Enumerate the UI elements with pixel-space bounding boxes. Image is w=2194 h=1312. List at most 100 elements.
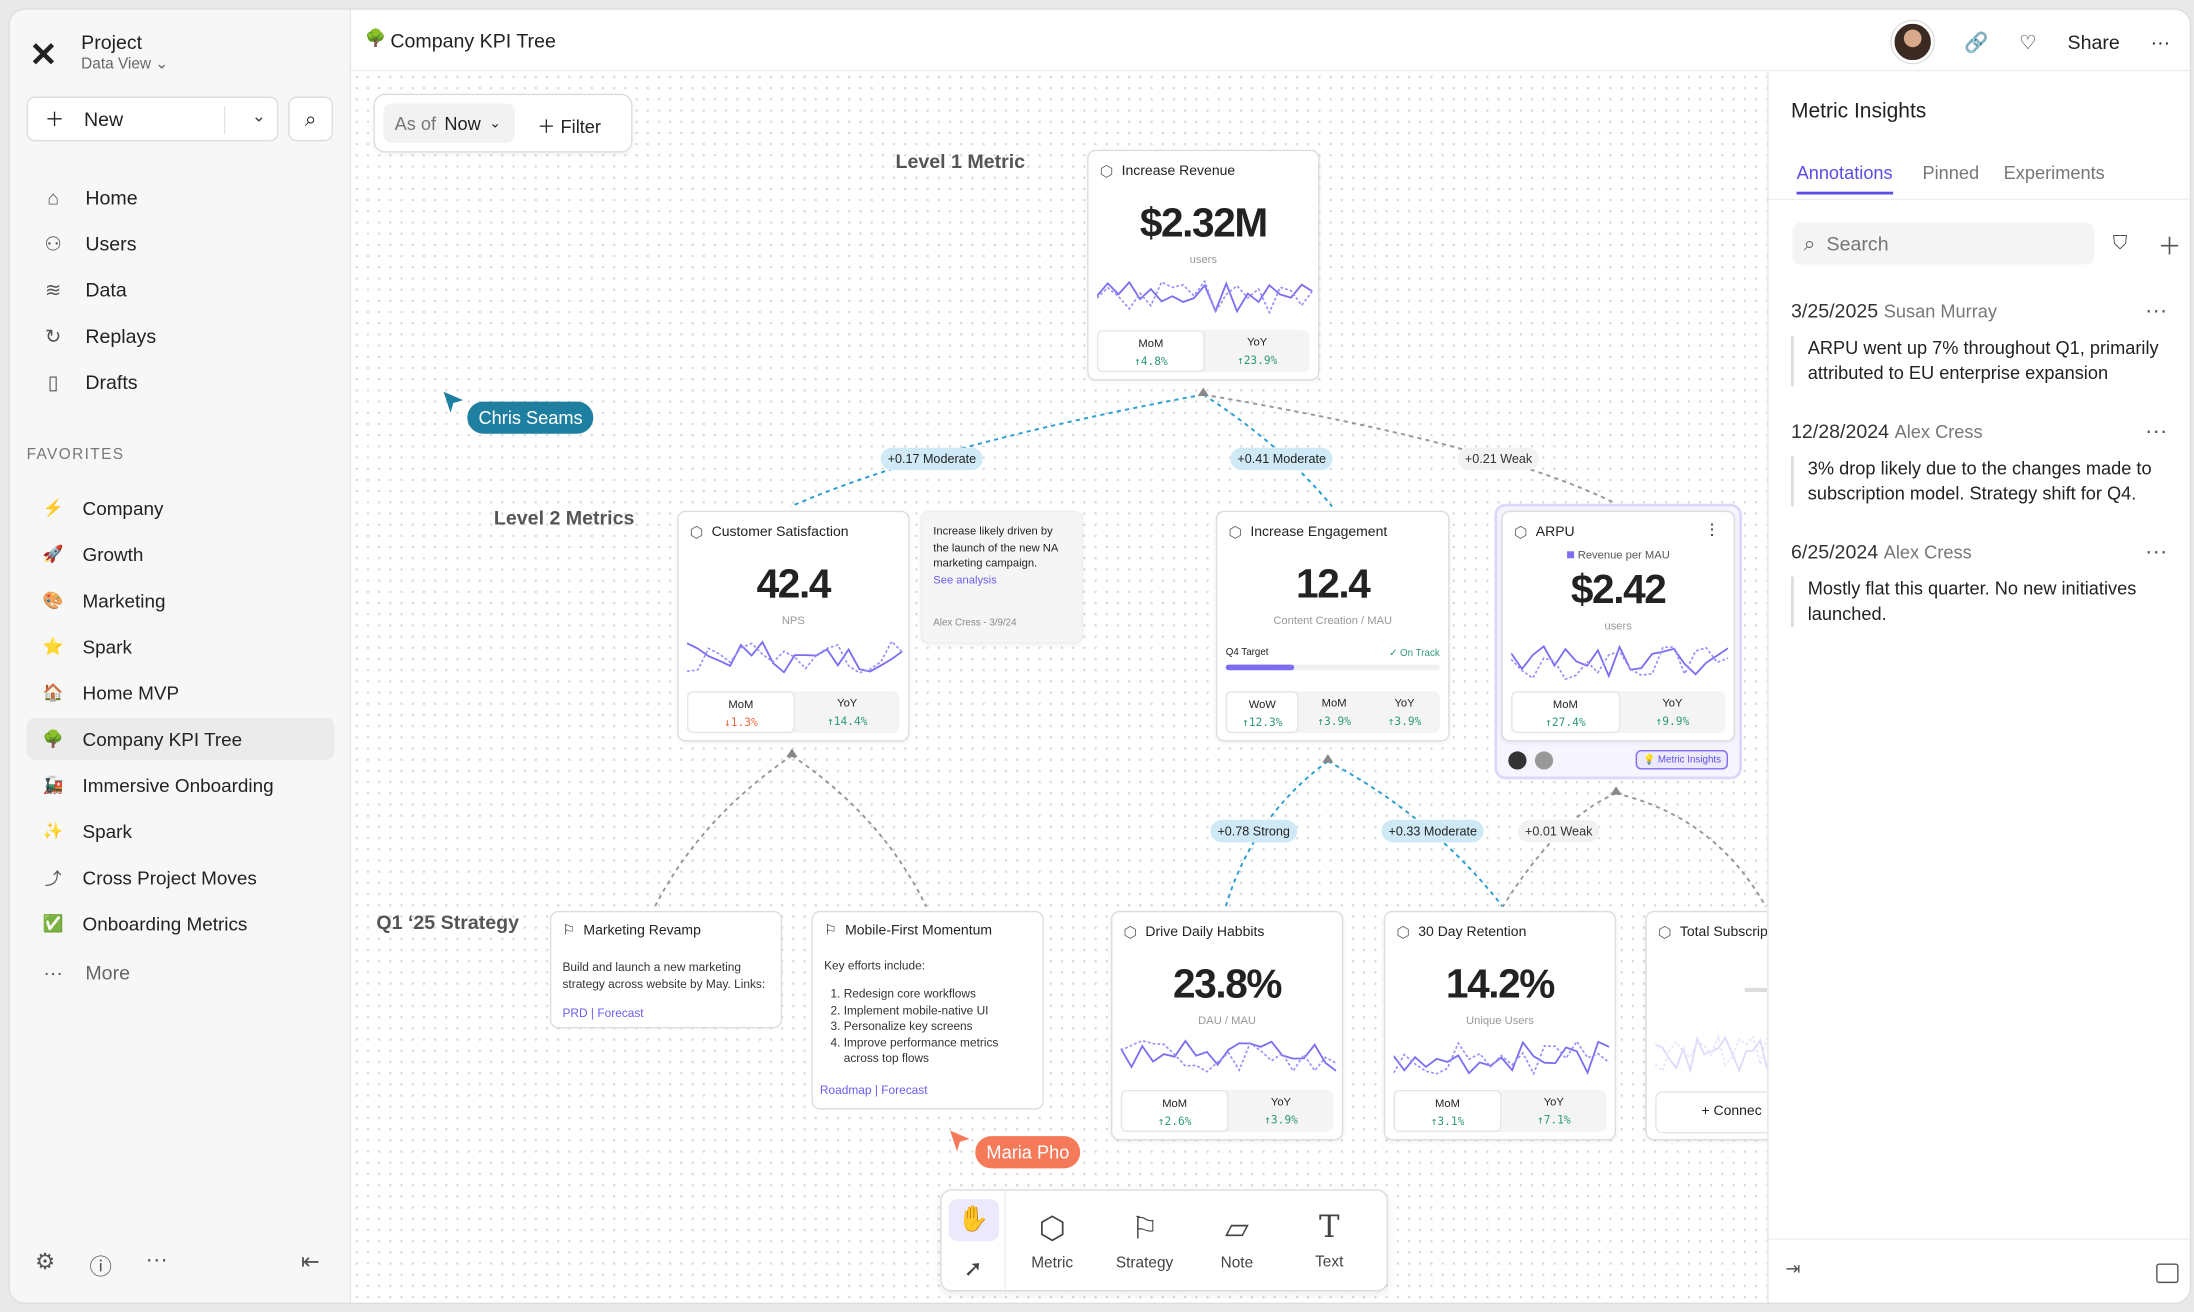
- connector-line: [1501, 792, 1617, 908]
- share-button[interactable]: Share: [2067, 30, 2120, 54]
- more-icon[interactable]: ···: [2144, 419, 2168, 444]
- annotation-item[interactable]: 6/25/2024 Alex Cress ··· Mostly flat this q…: [1790, 540, 2168, 627]
- flag-icon: ⚐: [824, 923, 837, 939]
- favorite-item[interactable]: 🏠 Home MVP: [27, 672, 335, 714]
- favorite-item[interactable]: 🎨 Marketing: [27, 579, 335, 621]
- metric-tool[interactable]: ⬡ Metric: [1006, 1191, 1098, 1290]
- avatar[interactable]: [1508, 751, 1527, 770]
- hexagon-icon: ⬡: [1038, 1209, 1066, 1245]
- collapse-sidebar-icon[interactable]: ⇤: [300, 1250, 320, 1275]
- sidebar-item-data[interactable]: ≋ Data: [27, 269, 335, 311]
- tool-label: Strategy: [1115, 1254, 1174, 1272]
- kpi-tree-canvas[interactable]: As of Now ⌄ ＋ Filter Level 1 Metric Level …: [351, 71, 1768, 1303]
- chevron-down-icon[interactable]: ⌄: [251, 106, 266, 126]
- comparison-value: ↑14.4%: [826, 714, 868, 728]
- comparison-value: ↑27.4%: [1545, 716, 1586, 729]
- add-annotation-icon[interactable]: ＋: [2157, 233, 2182, 261]
- correlation-badge[interactable]: +0.01 Weak: [1518, 819, 1600, 843]
- tab-annotations[interactable]: Annotations: [1796, 162, 1893, 195]
- hand-tool-icon[interactable]: ✋: [947, 1198, 999, 1241]
- metric-card-retention[interactable]: ⬡ 30 Day Retention 14.2% Unique Users MoM ↑3.…: [1383, 910, 1617, 1141]
- metric-value: 23.8%: [1173, 962, 1282, 1008]
- sidebar-item-replays[interactable]: ↻ Replays: [27, 315, 335, 357]
- tab-experiments[interactable]: Experiments: [2003, 162, 2105, 184]
- annotation-item[interactable]: 12/28/2024 Alex Cress ··· 3% drop likely du…: [1790, 419, 2168, 507]
- see-analysis-link[interactable]: See analysis: [933, 572, 997, 586]
- annotation-item[interactable]: 3/25/2025 Susan Murray ··· ARPU went up 7% …: [1790, 299, 2168, 387]
- correlation-badge[interactable]: +0.17 Moderate: [880, 447, 984, 471]
- metric-card-engagement[interactable]: ⬡ Increase Engagement 12.4 Content Creation…: [1215, 510, 1450, 742]
- connect-button[interactable]: + Connec: [1655, 1091, 1768, 1134]
- sidebar-item-drafts[interactable]: ▯ Drafts: [27, 361, 335, 403]
- metric-insights-badge[interactable]: 💡 Metric Insights: [1635, 749, 1729, 770]
- hexagon-icon: ⬡: [1123, 924, 1138, 942]
- roadmap-link[interactable]: Roadmap: [819, 1082, 872, 1097]
- comparison-yoy: YoY ↑9.9%: [1620, 691, 1726, 733]
- favorite-item[interactable]: ⚡ Company: [27, 487, 335, 529]
- favorite-item[interactable]: ✨ Spark: [27, 810, 335, 852]
- sidebar-item-label: Cross Project Moves: [82, 866, 257, 888]
- text-tool[interactable]: T Text: [1283, 1191, 1375, 1290]
- forecast-link[interactable]: Forecast: [597, 1006, 644, 1021]
- correlation-badge[interactable]: +0.78 Strong: [1210, 819, 1297, 843]
- metric-card-habits[interactable]: ⬡ Drive Daily Habbits 23.8% DAU / MAU MoM ↑2.…: [1110, 910, 1344, 1141]
- link-icon[interactable]: 🔗: [1963, 30, 1989, 53]
- prd-link[interactable]: PRD: [562, 1006, 588, 1021]
- help-icon[interactable]: ⓘ: [89, 1256, 112, 1281]
- strategy-card-marketing-revamp[interactable]: ⚐ Marketing Revamp Build and launch a new…: [549, 910, 783, 1029]
- project-name[interactable]: Project: [81, 30, 143, 54]
- search-icon: ⌕: [1803, 231, 1816, 256]
- forecast-link[interactable]: Forecast: [881, 1082, 928, 1097]
- panel-layout-icon[interactable]: [2156, 1263, 2179, 1284]
- favorite-item[interactable]: ⭐ Spark: [27, 625, 335, 667]
- heart-icon[interactable]: ♡: [2019, 30, 2037, 53]
- correlation-badge[interactable]: +0.41 Moderate: [1230, 447, 1333, 471]
- pointer-tool-icon[interactable]: ➚: [963, 1257, 983, 1281]
- correlation-badge[interactable]: +0.21 Weak: [1457, 447, 1540, 471]
- filter-button[interactable]: ＋ Filter: [537, 116, 601, 138]
- metric-card-subs[interactable]: ⬡ Total Subscript + Connec: [1645, 910, 1768, 1141]
- sidebar-item-users[interactable]: ⚇ Users: [27, 222, 335, 264]
- new-button[interactable]: ＋ New ⌄: [26, 96, 279, 142]
- favorite-item[interactable]: 🚂 Immersive Onboarding: [27, 764, 335, 806]
- correlation-badge[interactable]: +0.33 Moderate: [1381, 819, 1485, 843]
- metric-card-arpu[interactable]: ⬡ ARPU Revenue per MAU $2.42 users MoM ↑27.4% Y…: [1501, 510, 1736, 742]
- metric-card-csat[interactable]: ⬡ Customer Satisfaction 42.4 NPS MoM ↓1.3% YoY…: [677, 510, 910, 742]
- tab-pinned[interactable]: Pinned: [1922, 162, 1980, 184]
- avatar[interactable]: [1891, 20, 1934, 63]
- metric-unit: Content Creation / MAU: [1273, 614, 1393, 627]
- note-tool[interactable]: ▱ Note: [1191, 1191, 1283, 1290]
- favorite-item[interactable]: 🌳 Company KPI Tree: [26, 717, 335, 760]
- search-button[interactable]: ⌕: [288, 96, 334, 142]
- metric-card-revenue[interactable]: ⬡ Increase Revenue $2.32M users MoM ↑4.8% YoY ↑…: [1087, 149, 1320, 381]
- strategy-card-mobile-first[interactable]: ⚐ Mobile-First Momentum Key efforts inclu…: [811, 910, 1044, 1110]
- search-field[interactable]: ⌕: [1792, 222, 2095, 265]
- favorite-item[interactable]: ✅ Onboarding Metrics: [27, 902, 335, 944]
- annotation-date: 3/25/2025: [1790, 299, 1879, 322]
- as-of-selector[interactable]: As of Now ⌄: [383, 103, 515, 143]
- favorite-item[interactable]: 🚀 Growth: [27, 533, 335, 575]
- search-input[interactable]: [1826, 232, 2065, 255]
- more-options-icon[interactable]: ···: [145, 1248, 168, 1272]
- view-selector[interactable]: Data View ⌄: [81, 55, 169, 73]
- favorite-emoji-icon: 🏠: [42, 682, 64, 703]
- more-vertical-icon[interactable]: ⋮: [1704, 521, 1720, 539]
- plus-icon: ＋: [44, 107, 65, 131]
- connect-label: + Connec: [1701, 1103, 1762, 1120]
- collapse-panel-icon[interactable]: ⇥: [1785, 1257, 1801, 1279]
- cursor-label-chris: Chris Seams: [467, 401, 594, 434]
- favorite-item[interactable]: ⤴ Cross Project Moves: [27, 856, 335, 898]
- sidebar-item-label: Replays: [85, 324, 157, 348]
- sidebar-item-home[interactable]: ⌂ Home: [27, 176, 335, 218]
- settings-icon[interactable]: ⚙: [34, 1250, 56, 1275]
- avatar[interactable]: [1534, 751, 1554, 770]
- more-icon[interactable]: ···: [2144, 299, 2168, 324]
- note-text: Increase likely driven by the launch of …: [933, 524, 1058, 570]
- strategy-tool[interactable]: ⚐ Strategy: [1098, 1191, 1190, 1290]
- more-favorites[interactable]: ··· More: [27, 951, 335, 993]
- comparison-value: ↑7.1%: [1536, 1113, 1571, 1127]
- filter-icon[interactable]: ⛉: [2112, 230, 2128, 254]
- annotation-note[interactable]: Increase likely driven by the launch of …: [920, 510, 1083, 644]
- more-icon[interactable]: ···: [2150, 30, 2171, 54]
- more-icon[interactable]: ···: [2144, 540, 2168, 564]
